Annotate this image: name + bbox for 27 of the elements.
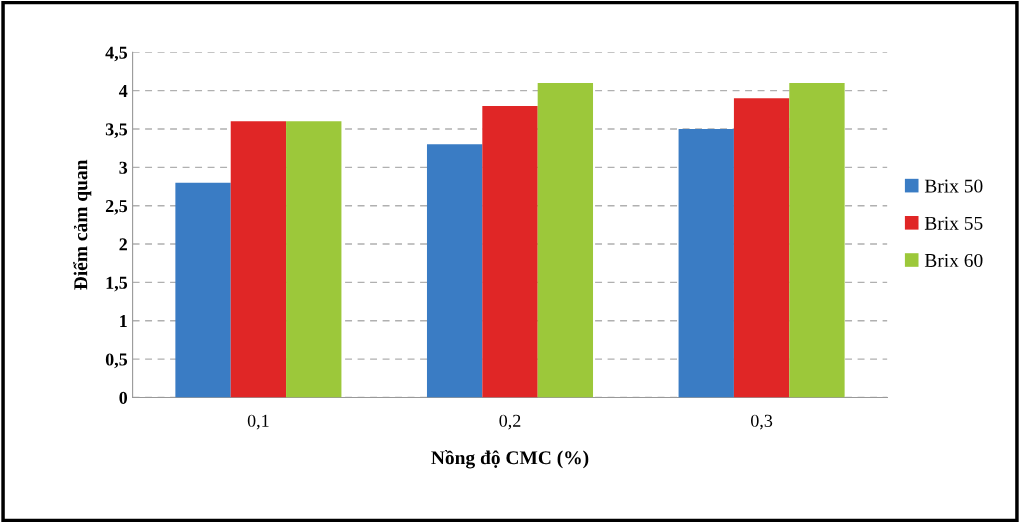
bar: [175, 182, 231, 398]
bar: [789, 82, 845, 398]
y-tick-label: 2,5: [105, 200, 128, 215]
bar: [286, 121, 342, 398]
bar: [482, 105, 538, 398]
legend-label: Brix 50: [924, 179, 983, 193]
y-tick-label: 1,5: [106, 276, 128, 292]
x-tick-label: 0,3: [751, 414, 773, 430]
bar: [678, 129, 734, 398]
legend-label: Brix 60: [924, 253, 983, 268]
y-tick-label: 3,5: [105, 123, 128, 139]
y-tick-label: 4: [118, 85, 128, 97]
y-tick-label: 3: [119, 161, 128, 174]
y-tick-label: 1: [120, 315, 127, 328]
bar: [230, 121, 287, 398]
bar: [537, 82, 594, 398]
x-tick-label: 0,1: [247, 414, 269, 430]
y-tick-label: 2: [119, 238, 127, 251]
y-tick-label: 0: [119, 391, 128, 404]
bar: [733, 98, 790, 398]
y-axis-title: Điểm cảm quan: [72, 159, 92, 290]
y-tick-label: 4,5: [105, 46, 128, 62]
x-axis-title: Nồng độ CMC (%): [431, 449, 589, 469]
bar: [426, 144, 483, 398]
legend-label: Brix 55: [924, 216, 983, 230]
x-tick-label: 0,2: [499, 414, 521, 430]
y-tick-label: 0,5: [105, 353, 128, 369]
